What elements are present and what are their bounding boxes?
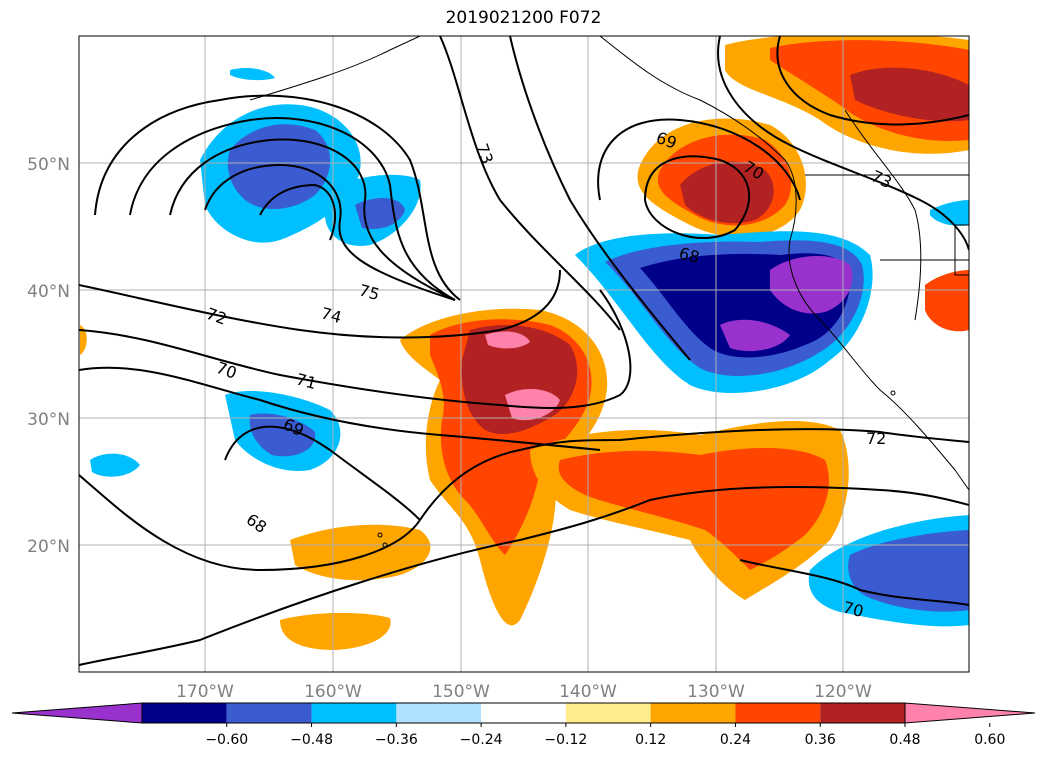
colorbar-extend-high bbox=[904, 702, 1036, 724]
anomaly-shading bbox=[80, 36, 969, 650]
contour-label: 74 bbox=[319, 304, 344, 328]
contour-label: 68 bbox=[677, 244, 702, 268]
colorbar-outline bbox=[141, 702, 906, 724]
lat-label-40n: 40°N bbox=[27, 282, 70, 302]
longitude-labels: 170°W 160°W 150°W 140°W 130°W 120°W bbox=[176, 682, 872, 702]
map-panel: 73 75 74 72 70 71 69 68 69 70 68 73 72 7… bbox=[79, 36, 969, 672]
lon-label-130w: 130°W bbox=[687, 682, 745, 702]
colorbar-tick-label: −0.12 bbox=[544, 732, 587, 748]
latitude-labels: 50°N 40°N 30°N 20°N bbox=[27, 155, 70, 557]
colorbar-segment bbox=[396, 703, 482, 723]
colorbar-segment bbox=[650, 703, 736, 723]
lat-label-20n: 20°N bbox=[27, 537, 70, 557]
lon-label-160w: 160°W bbox=[304, 682, 362, 702]
lon-label-170w: 170°W bbox=[176, 682, 234, 702]
map-frame bbox=[78, 35, 970, 673]
height-contours bbox=[79, 36, 969, 666]
colorbar-tick-label: −0.24 bbox=[460, 732, 503, 748]
contour-label: 75 bbox=[357, 281, 382, 305]
lon-label-150w: 150°W bbox=[432, 682, 490, 702]
contour-label: 71 bbox=[294, 370, 319, 394]
colorbar-tick-label: 0.12 bbox=[635, 732, 666, 748]
lon-label-140w: 140°W bbox=[559, 682, 617, 702]
lat-label-30n: 30°N bbox=[27, 410, 70, 430]
colorbar-segment bbox=[735, 703, 821, 723]
colorbar-segment bbox=[820, 703, 905, 723]
lon-label-120w: 120°W bbox=[814, 682, 872, 702]
contour-label: 70 bbox=[841, 598, 866, 622]
lat-label-50n: 50°N bbox=[27, 155, 70, 175]
colorbar-segment bbox=[481, 703, 566, 723]
contour-label: 72 bbox=[866, 429, 886, 448]
colorbar-extend-low bbox=[11, 702, 143, 724]
coastlines bbox=[249, 36, 969, 548]
colorbar-tick-label: −0.48 bbox=[290, 732, 333, 748]
colorbar-tick-label: 0.36 bbox=[805, 732, 836, 748]
map-title: 2019021200 F072 bbox=[445, 8, 602, 28]
colorbar-segment bbox=[226, 703, 312, 723]
colorbar-segment bbox=[311, 703, 397, 723]
graticule bbox=[79, 36, 969, 672]
colorbar-tick-label: 0.60 bbox=[974, 732, 1005, 748]
colorbar-tick-label: −0.60 bbox=[205, 732, 248, 748]
colorbar-segment bbox=[142, 703, 227, 723]
colorbar-tick-label: −0.36 bbox=[375, 732, 418, 748]
colorbar-tick-label: 0.24 bbox=[720, 732, 751, 748]
colorbar-tick-label: 0.48 bbox=[889, 732, 920, 748]
colorbar: −0.60 −0.48 −0.36 −0.24 −0.12 0.12 0.24 0.36 0.4… bbox=[11, 702, 1036, 748]
colorbar-segment bbox=[565, 703, 651, 723]
